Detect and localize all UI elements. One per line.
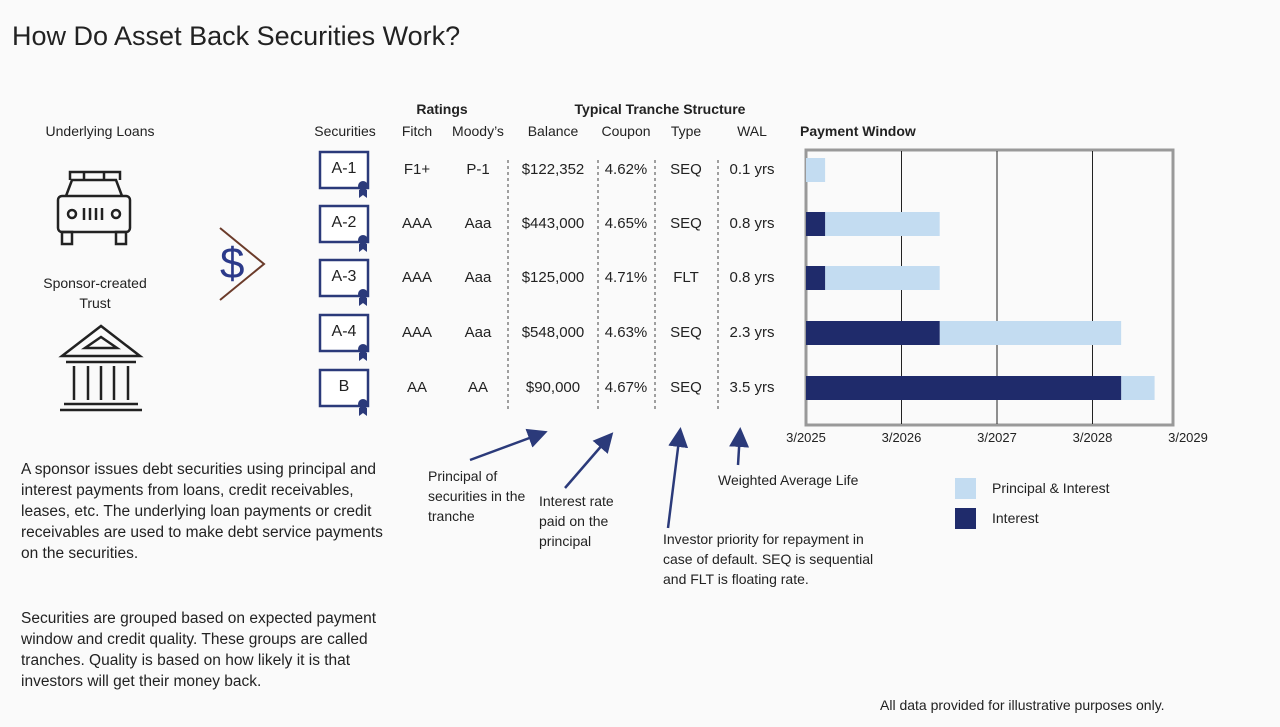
- badge-seal: [358, 235, 368, 245]
- table-cell: AA: [406, 379, 427, 396]
- table-cell: SEQ: [670, 324, 702, 341]
- table-cell: 0.8 yrs: [729, 269, 775, 286]
- table-cell: Aaa: [464, 269, 492, 286]
- badge-ribbon: [359, 244, 367, 252]
- column-header: Type: [670, 123, 702, 139]
- column-header: Fitch: [401, 123, 433, 139]
- bar-segment: [806, 266, 826, 290]
- chevron: [219, 227, 266, 301]
- paragraph: Securities are grouped based on expected…: [21, 610, 377, 690]
- table-cell: 0.8 yrs: [729, 215, 775, 232]
- title: How Do Asset Back Securities Work?: [12, 21, 461, 51]
- annotation-type: Investor priority for repayment in case …: [663, 531, 874, 587]
- bar-segment: [1121, 376, 1155, 400]
- x-tick-label: 3/2027: [977, 430, 1017, 445]
- security-name: A-3: [331, 268, 357, 285]
- table-cell: 4.71%: [604, 269, 648, 286]
- table-cell: AAA: [401, 269, 432, 286]
- table-cell: $122,352: [521, 161, 585, 178]
- column-header: Moody’s: [452, 123, 504, 139]
- table-cell: SEQ: [670, 215, 702, 232]
- bar-segment: [806, 321, 940, 345]
- security-name: A-2: [331, 214, 357, 231]
- table-cell: $90,000: [525, 379, 581, 396]
- bar-segment: [939, 321, 1122, 345]
- table-cell: P-1: [466, 161, 490, 178]
- column-header: Coupon: [601, 123, 651, 139]
- badge-ribbon: [359, 353, 367, 361]
- column-header: Securities: [314, 123, 376, 139]
- security-name: B: [338, 378, 350, 395]
- paragraph: A sponsor issues debt securities using p…: [21, 461, 383, 562]
- bank-icon: [58, 324, 144, 412]
- x-tick-label: 3/2029: [1168, 430, 1208, 445]
- footnote: All data provided for illustrative purpo…: [880, 697, 1165, 713]
- table-cell: 3.5 yrs: [729, 379, 775, 396]
- badge-seal: [358, 181, 368, 191]
- legend-swatch: [955, 508, 976, 529]
- car-icon: [56, 170, 132, 246]
- legend-swatch: [955, 478, 976, 499]
- table-cell: SEQ: [670, 161, 702, 178]
- table-cell: AA: [467, 379, 488, 396]
- table-cell: $125,000: [521, 269, 585, 286]
- x-tick-label: 3/2026: [882, 430, 922, 445]
- bar-segment: [825, 212, 940, 236]
- ratings-header: Ratings: [416, 101, 468, 117]
- table-cell: 4.67%: [604, 379, 648, 396]
- dollar-sign: $: [220, 239, 244, 288]
- table-cell: Aaa: [464, 324, 492, 341]
- structure-header: Typical Tranche Structure: [574, 101, 746, 117]
- badge-seal: [358, 289, 368, 299]
- annotation-balance: Principal of securities in the tranche: [428, 468, 526, 524]
- table-cell: F1+: [403, 161, 431, 178]
- table-cell: SEQ: [670, 379, 702, 396]
- table-cell: 2.3 yrs: [729, 324, 775, 341]
- badge-seal: [358, 399, 368, 409]
- table-cell: AAA: [401, 324, 432, 341]
- security-name: A-4: [331, 323, 357, 340]
- badge-ribbon: [359, 190, 367, 198]
- annotation-wal: Weighted Average Life: [718, 472, 859, 488]
- legend-label: Interest: [992, 510, 1039, 526]
- loans-label: Underlying Loans: [45, 123, 155, 139]
- column-header: WAL: [737, 123, 767, 139]
- table-cell: $548,000: [521, 324, 585, 341]
- table-cell: FLT: [673, 269, 699, 286]
- badge-seal: [358, 344, 368, 354]
- legend-label: Principal & Interest: [992, 480, 1110, 496]
- bar-segment: [806, 212, 826, 236]
- table-cell: Aaa: [464, 215, 492, 232]
- chart-title: Payment Window: [800, 123, 916, 139]
- badge-ribbon: [359, 408, 367, 416]
- table-cell: $443,000: [521, 215, 585, 232]
- trust-label: Sponsor-created Trust: [43, 275, 147, 311]
- badge-ribbon: [359, 298, 367, 306]
- x-tick-label: 3/2028: [1073, 430, 1113, 445]
- bar-segment: [806, 376, 1122, 400]
- table-cell: 4.65%: [604, 215, 648, 232]
- table-cell: 4.63%: [604, 324, 648, 341]
- column-header: Balance: [527, 123, 579, 139]
- table-cell: 4.62%: [604, 161, 648, 178]
- arrows: [469, 427, 750, 529]
- bar-segment: [806, 158, 826, 182]
- badge: [318, 150, 370, 190]
- x-tick-label: 3/2025: [786, 430, 826, 445]
- bar-segment: [825, 266, 940, 290]
- table-cell: AAA: [401, 215, 432, 232]
- security-name: A-1: [331, 160, 357, 177]
- separators: [507, 160, 719, 412]
- annotation-coupon: Interest rate paid on the principal: [539, 493, 614, 549]
- table-cell: 0.1 yrs: [729, 161, 775, 178]
